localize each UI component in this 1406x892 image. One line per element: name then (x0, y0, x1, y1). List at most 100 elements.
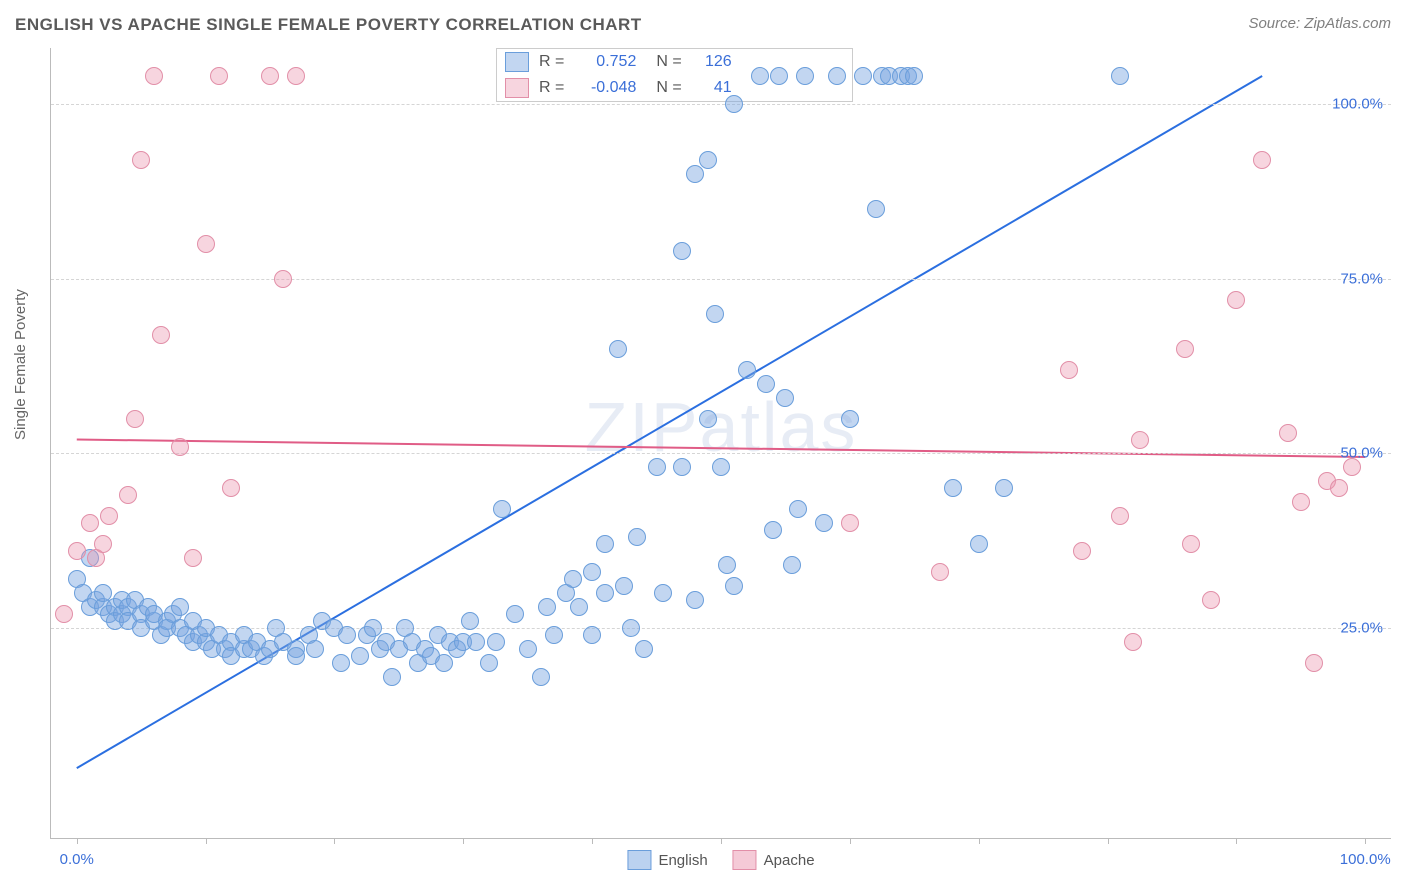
data-point (583, 626, 601, 644)
data-point (673, 458, 691, 476)
data-point (564, 570, 582, 588)
data-point (184, 549, 202, 567)
data-point (461, 612, 479, 630)
legend-n-label: N = (656, 53, 681, 71)
data-point (944, 479, 962, 497)
data-point (570, 598, 588, 616)
data-point (480, 654, 498, 672)
x-tick (1236, 838, 1237, 844)
data-point (1279, 424, 1297, 442)
data-point (635, 640, 653, 658)
data-point (94, 535, 112, 553)
data-point (686, 591, 704, 609)
data-point (493, 500, 511, 518)
data-point (1060, 361, 1078, 379)
data-point (970, 535, 988, 553)
x-tick (721, 838, 722, 844)
data-point (583, 563, 601, 581)
data-point (706, 305, 724, 323)
data-point (332, 654, 350, 672)
data-point (783, 556, 801, 574)
series-legend: English Apache (627, 850, 814, 870)
data-point (596, 584, 614, 602)
data-point (718, 556, 736, 574)
data-point (145, 67, 163, 85)
x-tick-label: 0.0% (60, 851, 94, 868)
x-tick (979, 838, 980, 844)
data-point (545, 626, 563, 644)
data-point (712, 458, 730, 476)
gridline (51, 628, 1391, 629)
data-point (931, 563, 949, 581)
data-point (828, 67, 846, 85)
data-point (622, 619, 640, 637)
y-tick-label: 25.0% (1340, 620, 1383, 637)
data-point (435, 654, 453, 672)
x-tick (850, 838, 851, 844)
watermark-text: ZIPatlas (585, 387, 858, 467)
data-point (867, 200, 885, 218)
legend-item: Apache (733, 850, 815, 870)
x-tick (206, 838, 207, 844)
data-point (725, 95, 743, 113)
data-point (1330, 479, 1348, 497)
data-point (383, 668, 401, 686)
data-point (1227, 291, 1245, 309)
data-point (841, 410, 859, 428)
data-point (686, 165, 704, 183)
data-point (615, 577, 633, 595)
data-point (274, 270, 292, 288)
data-point (738, 361, 756, 379)
legend-n-value: 41 (692, 79, 732, 97)
data-point (995, 479, 1013, 497)
legend-swatch (627, 850, 651, 870)
legend-swatch (505, 52, 529, 72)
data-point (1202, 591, 1220, 609)
data-point (905, 67, 923, 85)
data-point (100, 507, 118, 525)
data-point (609, 340, 627, 358)
data-point (197, 235, 215, 253)
data-point (1111, 507, 1129, 525)
data-point (764, 521, 782, 539)
data-point (532, 668, 550, 686)
data-point (815, 514, 833, 532)
data-point (287, 67, 305, 85)
data-point (854, 67, 872, 85)
data-point (841, 514, 859, 532)
data-point (596, 535, 614, 553)
legend-label: Apache (764, 852, 815, 869)
x-tick (463, 838, 464, 844)
data-point (338, 626, 356, 644)
data-point (126, 410, 144, 428)
y-tick-label: 100.0% (1332, 95, 1383, 112)
data-point (757, 375, 775, 393)
legend-label: English (658, 852, 707, 869)
data-point (171, 438, 189, 456)
data-point (770, 67, 788, 85)
trend-lines (51, 48, 1391, 838)
data-point (222, 479, 240, 497)
data-point (751, 67, 769, 85)
data-point (1124, 633, 1142, 651)
data-point (467, 633, 485, 651)
data-point (1343, 458, 1361, 476)
chart-title: ENGLISH VS APACHE SINGLE FEMALE POVERTY … (15, 15, 642, 35)
data-point (261, 67, 279, 85)
data-point (654, 584, 672, 602)
data-point (628, 528, 646, 546)
data-point (1292, 493, 1310, 511)
legend-swatch (505, 78, 529, 98)
data-point (81, 514, 99, 532)
data-point (506, 605, 524, 623)
legend-n-label: N = (656, 79, 681, 97)
data-point (1305, 654, 1323, 672)
data-point (306, 640, 324, 658)
data-point (776, 389, 794, 407)
data-point (699, 151, 717, 169)
legend-r-value: 0.752 (574, 53, 636, 71)
data-point (725, 577, 743, 595)
x-tick (592, 838, 593, 844)
data-point (1111, 67, 1129, 85)
source-text: Source: ZipAtlas.com (1248, 15, 1391, 32)
